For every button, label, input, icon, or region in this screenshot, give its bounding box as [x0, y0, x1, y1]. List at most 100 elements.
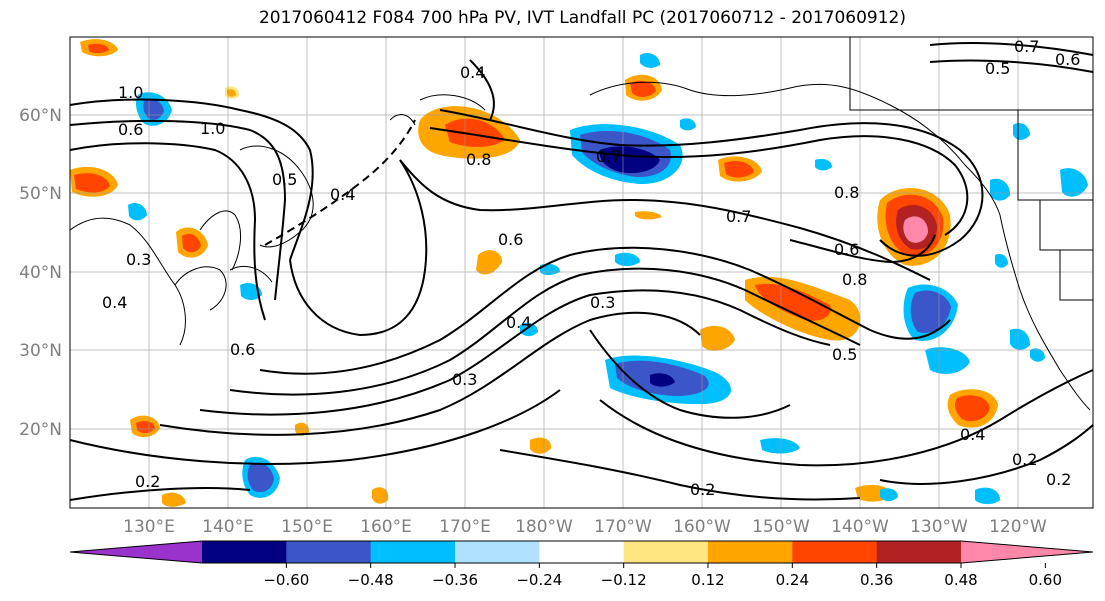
pv-blob	[445, 118, 505, 147]
colorbar-tick-label: −0.60	[263, 571, 309, 589]
colorbar-tick-label: −0.24	[516, 571, 562, 589]
colorbar-segment	[539, 541, 625, 563]
contour-label: 0.5	[272, 170, 297, 189]
lat-label: 60°N	[19, 106, 62, 126]
colorbar-segment	[286, 541, 372, 563]
lat-label: 20°N	[19, 420, 62, 440]
ivt-contours-dashed	[264, 119, 416, 246]
lon-label: 170°E	[439, 517, 491, 537]
pv-blob	[700, 325, 735, 351]
contour-label: 0.5	[832, 345, 857, 364]
pv-blob	[755, 283, 831, 321]
contour-label: 0.8	[466, 150, 491, 169]
pv-blob	[650, 373, 675, 387]
colorbar-extend-min	[70, 541, 202, 563]
colorbar-ticks	[285, 563, 1046, 568]
colorbar-extend-max	[961, 541, 1093, 563]
colorbar-tick-label: 0.12	[691, 571, 724, 589]
contour-label: 0.3	[452, 370, 477, 389]
contour-label: 0.8	[842, 270, 867, 289]
pv-blob	[182, 233, 201, 253]
pv-blob	[227, 89, 236, 97]
colorbar: −0.60 −0.48 −0.36 −0.24 −0.12 0.12 0.24 …	[69, 540, 1094, 589]
pv-blob	[990, 178, 1010, 201]
pv-blob	[975, 487, 1000, 505]
lon-label: 130°W	[910, 517, 968, 537]
pv-blob	[615, 252, 640, 267]
lon-label: 120°W	[989, 517, 1047, 537]
colorbar-tick-label: 0.24	[776, 571, 809, 589]
pv-blob	[74, 173, 110, 193]
colorbar-tick-label: −0.36	[432, 571, 478, 589]
pv-blob	[128, 203, 147, 221]
pv-blob	[1060, 168, 1088, 197]
pv-blob	[162, 492, 186, 507]
contour-label: 0.6	[834, 240, 859, 259]
pv-blob	[910, 290, 951, 333]
pv-blob	[640, 53, 660, 68]
pv-blob	[1030, 348, 1045, 362]
contour-label: 0.4	[960, 425, 985, 444]
contour-label: 0.6	[230, 340, 255, 359]
colorbar-segment	[792, 541, 878, 563]
colorbar-tick-label: 0.36	[860, 571, 893, 589]
pv-shading	[70, 39, 1088, 507]
lon-label: 170°W	[594, 517, 652, 537]
contour-label: 0.7	[726, 207, 751, 226]
lon-label: 150°E	[281, 517, 333, 537]
lat-label: 40°N	[19, 263, 62, 283]
lon-label: 160°E	[360, 517, 412, 537]
contour-label: 0.7	[1014, 37, 1039, 56]
colorbar-outline	[69, 540, 1094, 564]
contour-label: 0.2	[1046, 470, 1071, 489]
pv-blob	[630, 80, 656, 97]
colorbar-segment	[370, 541, 456, 563]
colorbar-tick-label: 0.60	[1029, 571, 1062, 589]
contour-label: 0.5	[985, 59, 1010, 78]
contour-label: 0.2	[690, 480, 715, 499]
latitude-labels: 60°N 50°N 40°N 30°N 20°N	[19, 106, 62, 440]
pv-blob	[599, 146, 660, 174]
contour-label: 0.7	[596, 147, 621, 166]
lon-label: 130°E	[123, 517, 175, 537]
pv-blob	[815, 158, 832, 171]
lon-label: 150°W	[752, 517, 810, 537]
contour-label: 0.4	[460, 63, 485, 82]
pv-blob	[136, 420, 155, 434]
colorbar-segment	[708, 541, 793, 563]
contour-label: 0.6	[498, 230, 523, 249]
colorbar-segments	[69, 540, 1094, 564]
coastlines	[69, 37, 1093, 411]
pv-blob	[247, 462, 274, 493]
ivt-contours	[69, 42, 1094, 501]
pv-blob	[530, 437, 552, 454]
pv-blob	[925, 347, 970, 374]
contour-labels: 1.0 0.6 1.0 0.5 0.4 0.4 0.8 0.7 0.6 0.7 …	[102, 37, 1080, 499]
contour-label: 0.4	[102, 293, 127, 312]
map-title: 2017060412 F084 700 hPa PV, IVT Landfall…	[258, 8, 906, 28]
colorbar-segment	[202, 541, 287, 563]
pv-blob	[760, 438, 800, 454]
pv-blob	[1010, 328, 1030, 350]
lon-label: 140°E	[202, 517, 254, 537]
colorbar-tick-label: −0.48	[348, 571, 394, 589]
pv-blob	[880, 488, 898, 502]
contour-label: 1.0	[118, 83, 143, 102]
colorbar-tick-label: −0.12	[601, 571, 647, 589]
pv-blob	[520, 322, 538, 337]
pv-blob	[476, 250, 502, 275]
pv-blob	[635, 211, 662, 220]
colorbar-tick-label: 0.48	[944, 571, 977, 589]
contour-label: 0.6	[118, 120, 143, 139]
lon-label: 180°W	[515, 517, 573, 537]
contour-label: 0.2	[135, 472, 160, 491]
map-frame	[69, 36, 1094, 509]
lat-label: 30°N	[19, 341, 62, 361]
colorbar-segment	[455, 541, 540, 563]
longitude-labels: 130°E 140°E 150°E 160°E 170°E 180°W 170°…	[123, 517, 1047, 537]
contour-label: 0.6	[1055, 50, 1080, 69]
contour-label: 0.2	[1012, 450, 1037, 469]
pv-blob	[724, 161, 754, 178]
lat-label: 50°N	[19, 184, 62, 204]
